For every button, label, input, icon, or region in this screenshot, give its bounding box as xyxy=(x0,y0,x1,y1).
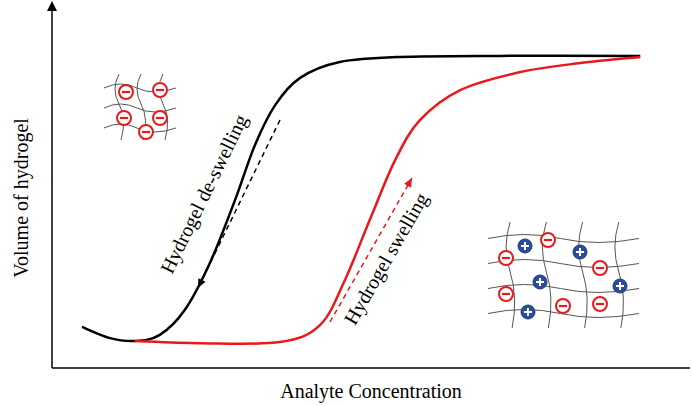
positive-charge xyxy=(518,239,532,253)
negative-charge xyxy=(596,267,604,269)
negative-charge xyxy=(153,111,167,125)
negative-charge xyxy=(156,89,164,91)
y-axis xyxy=(51,6,53,368)
positive-charge xyxy=(524,242,526,250)
negative-charge xyxy=(117,111,131,125)
negative-charge xyxy=(120,117,128,119)
plot-area xyxy=(82,56,640,344)
negative-charge xyxy=(559,305,567,307)
polymer-chain xyxy=(488,235,639,243)
annotation: Hydrogel swelling xyxy=(339,189,433,329)
negative-charge xyxy=(593,297,607,311)
series-line xyxy=(135,57,640,344)
positive-charge xyxy=(619,282,621,290)
hydrogel-network xyxy=(104,74,176,140)
positive-charge xyxy=(533,275,547,289)
chart: Analyte Concentration Volume of hydrogel H… xyxy=(0,0,692,406)
negative-charge xyxy=(544,239,552,241)
negative-charge xyxy=(499,251,513,265)
positive-charge xyxy=(521,305,535,319)
positive-charge xyxy=(573,245,587,259)
annotation: Hydrogel de-swelling xyxy=(156,111,253,277)
polymer-chain xyxy=(506,222,515,328)
negative-charge xyxy=(593,261,607,275)
annotation-arrowhead xyxy=(198,278,206,288)
negative-charge xyxy=(502,257,510,259)
series-line xyxy=(82,56,640,341)
positive-charge xyxy=(613,279,627,293)
hydrogel-network xyxy=(488,222,639,328)
y-axis-title: Volume of hydrogel xyxy=(10,118,33,278)
negative-charge xyxy=(119,85,133,99)
negative-charge xyxy=(541,233,555,247)
negative-charge xyxy=(499,287,513,301)
annotation-arrowhead xyxy=(404,178,412,188)
negative-charge xyxy=(502,293,510,295)
negative-charge xyxy=(556,299,570,313)
x-axis xyxy=(52,367,690,369)
positive-charge xyxy=(527,308,529,316)
negative-charge xyxy=(142,131,150,133)
negative-charge xyxy=(156,117,164,119)
negative-charge xyxy=(153,83,167,97)
polymer-chain xyxy=(115,74,124,140)
x-axis-title: Analyte Concentration xyxy=(280,380,462,403)
negative-charge xyxy=(596,303,604,305)
positive-charge xyxy=(539,278,541,286)
positive-charge xyxy=(579,248,581,256)
polymer-chain xyxy=(615,222,624,328)
negative-charge xyxy=(139,125,153,139)
polymer-chain xyxy=(579,222,588,328)
negative-charge xyxy=(122,91,130,93)
